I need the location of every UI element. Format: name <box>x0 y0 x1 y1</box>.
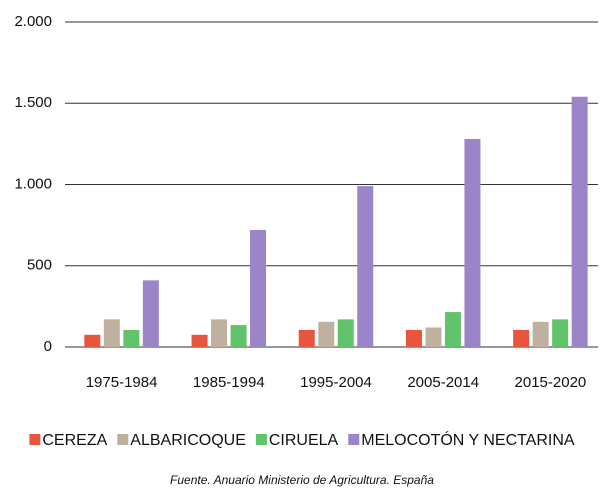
bar <box>405 329 422 347</box>
bar <box>571 96 588 347</box>
y-tick-label: 500 <box>27 257 52 274</box>
bar <box>318 321 335 347</box>
bar <box>444 312 461 347</box>
x-tick-label: 2005-2014 <box>407 374 479 391</box>
bar <box>425 327 442 347</box>
y-tick-label: 0 <box>44 338 52 355</box>
legend-swatch <box>117 434 129 445</box>
legend-label: CEREZA <box>42 432 107 449</box>
y-tick-label: 2.000 <box>14 13 52 30</box>
x-tick-label: 2015-2020 <box>515 374 587 391</box>
bar <box>230 325 247 347</box>
bar <box>298 329 315 347</box>
bar <box>513 329 530 347</box>
x-tick-label: 1985-1994 <box>193 374 265 391</box>
bar <box>552 319 569 347</box>
bar <box>250 230 267 347</box>
legend-label: MELOCOTÓN Y NECTARINA <box>361 430 575 449</box>
bar <box>191 334 208 347</box>
legend-swatch <box>29 434 41 445</box>
y-tick-label: 1.500 <box>14 94 52 111</box>
bar <box>123 329 140 347</box>
bar <box>103 319 120 347</box>
bar <box>464 139 481 347</box>
bar <box>142 280 159 347</box>
bar <box>357 186 374 347</box>
legend: CEREZA ALBARICOQUE CIRUELA MELOCOTÓN Y NECT… <box>29 430 575 449</box>
bar <box>532 321 549 347</box>
x-tick-label: 1975-1984 <box>86 374 158 391</box>
legend-label: CIRUELA <box>269 432 339 449</box>
legend-swatch <box>255 434 267 445</box>
legend-label: ALBARICOQUE <box>130 432 246 449</box>
source-note: Fuente. Anuario Ministerio de Agricultur… <box>170 473 434 487</box>
bar <box>337 319 354 347</box>
y-tick-label: 1.000 <box>14 175 52 192</box>
bar <box>84 334 101 347</box>
x-tick-label: 1995-2004 <box>300 374 372 391</box>
bar <box>211 319 228 347</box>
legend-swatch <box>348 434 360 445</box>
